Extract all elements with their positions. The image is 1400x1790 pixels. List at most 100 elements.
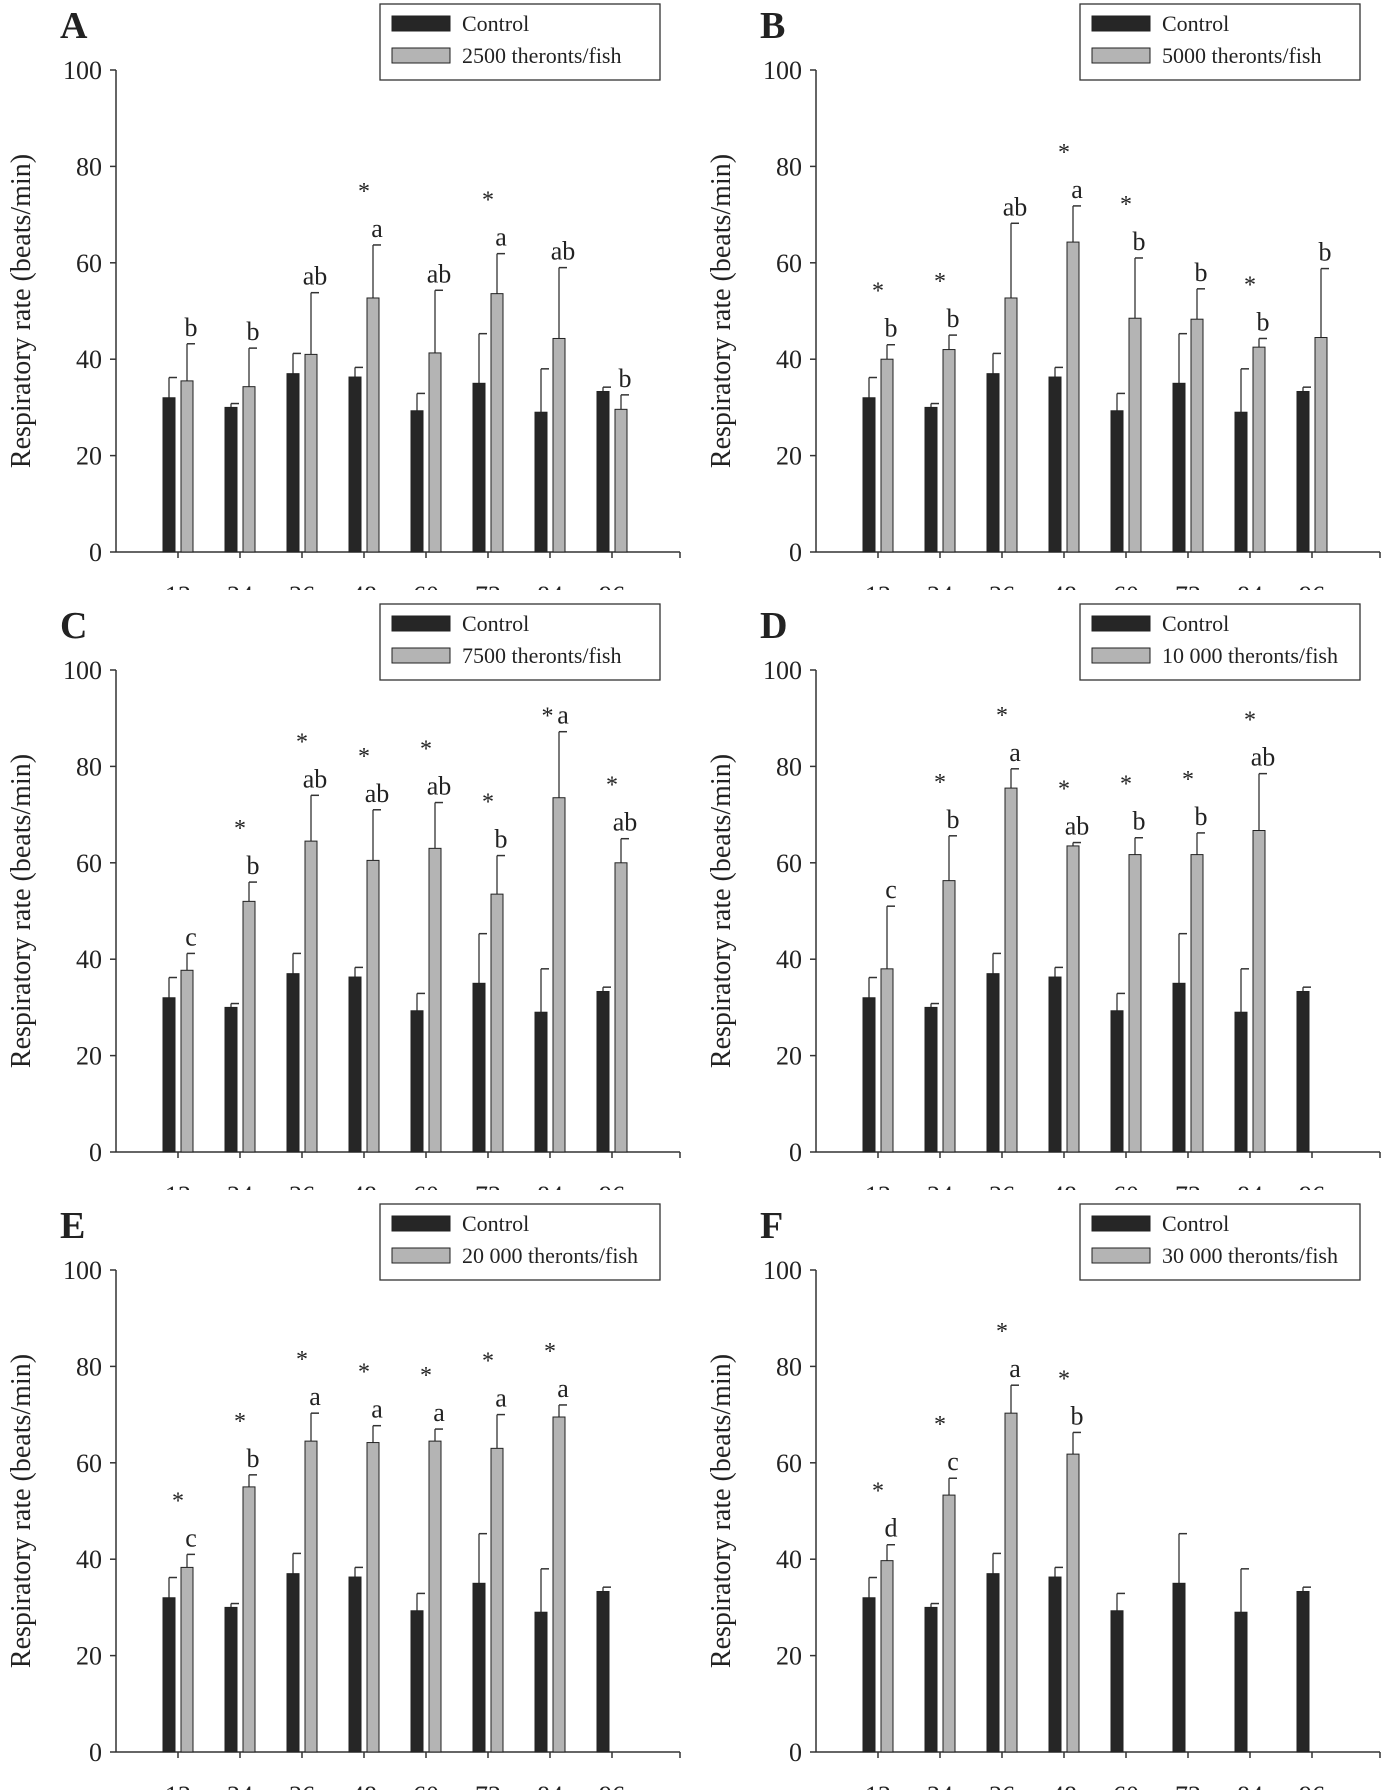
x-tick-label: 24 (927, 1781, 953, 1790)
significance-letter: a (495, 1384, 507, 1413)
significance-star: * (1244, 272, 1256, 298)
legend-swatch (1091, 1215, 1151, 1232)
bar-control (472, 1582, 486, 1753)
significance-letter: a (1009, 1354, 1021, 1383)
bar-infected (552, 1416, 566, 1753)
bar-control (1110, 1610, 1124, 1753)
y-tick-label: 40 (776, 1545, 802, 1574)
bar-control (410, 1610, 424, 1753)
significance-letter: d (885, 1514, 898, 1543)
y-tick-label: 20 (76, 1642, 102, 1671)
bar-infected (942, 349, 956, 553)
y-tick-label: 100 (63, 656, 102, 685)
x-tick-label: 96 (599, 1181, 625, 1190)
y-tick-label: 20 (776, 1042, 802, 1071)
legend: Control 7500 theronts/fish (379, 603, 661, 681)
legend-label: Control (462, 1211, 529, 1236)
x-tick-label: 48 (351, 1781, 377, 1790)
significance-star: * (296, 729, 308, 755)
legend: Control 20 000 theronts/fish (379, 1203, 661, 1281)
y-axis-label: Respiratory rate (beats/min) (706, 154, 737, 468)
legend-label: 2500 theronts/fish (462, 43, 622, 68)
y-tick-label: 40 (76, 945, 102, 974)
bar-control (224, 1006, 238, 1153)
bar-control (1234, 1011, 1248, 1153)
legend-label: 30 000 theronts/fish (1162, 1243, 1338, 1268)
significance-letter: ab (1003, 192, 1028, 221)
significance-star: * (1244, 708, 1256, 734)
y-tick-label: 80 (76, 152, 102, 181)
x-tick-label: 36 (289, 1181, 315, 1190)
x-tick-label: 96 (599, 581, 625, 590)
chart-panel-f: F0204060801001224364860728496Time post i… (700, 1200, 1400, 1790)
x-tick-label: 60 (413, 1781, 439, 1790)
bar-control (924, 1006, 938, 1153)
y-axis-label: Respiratory rate (beats/min) (6, 154, 37, 468)
bar-infected (304, 840, 318, 1153)
bar-infected (180, 969, 194, 1153)
chart-svg: D0204060801001224364860728496Time post i… (706, 603, 1381, 1190)
significance-letter: b (1133, 807, 1146, 836)
legend-swatch (391, 1215, 451, 1232)
panel-label: F (760, 1205, 783, 1247)
significance-star: * (482, 1349, 494, 1375)
significance-letter: b (247, 317, 260, 346)
significance-star: * (358, 744, 370, 770)
significance-letter: ab (303, 764, 328, 793)
significance-star: * (482, 790, 494, 816)
legend: Control 5000 theronts/fish (1079, 3, 1361, 81)
significance-star: * (934, 770, 946, 796)
legend-swatch (391, 1247, 451, 1264)
y-tick-label: 0 (89, 1138, 102, 1167)
bar-control (286, 1573, 300, 1753)
bar-control (162, 397, 176, 553)
chart-svg: B0204060801001224364860728496Time post i… (706, 3, 1381, 590)
y-tick-label: 80 (76, 752, 102, 781)
bar-infected (1066, 241, 1080, 553)
bar-control (224, 1606, 238, 1753)
bar-control (1296, 990, 1310, 1153)
bar-control (286, 973, 300, 1153)
bar-control (224, 406, 238, 553)
legend-swatch (391, 47, 451, 64)
y-tick-label: 20 (776, 1642, 802, 1671)
significance-letter: a (433, 1398, 445, 1427)
bar-infected (1128, 854, 1142, 1153)
x-tick-label: 72 (475, 1181, 501, 1190)
y-tick-label: 60 (776, 849, 802, 878)
bar-infected (1252, 830, 1266, 1153)
x-tick-label: 96 (1299, 581, 1325, 590)
significance-star: * (420, 737, 432, 763)
legend-label: 20 000 theronts/fish (462, 1243, 638, 1268)
bar-infected (1004, 787, 1018, 1153)
significance-letter: b (1195, 258, 1208, 287)
x-tick-label: 24 (927, 581, 953, 590)
y-axis-label: Respiratory rate (beats/min) (706, 1354, 737, 1668)
x-tick-label: 96 (1299, 1181, 1325, 1190)
x-tick-label: 24 (227, 581, 253, 590)
chart-svg: F0204060801001224364860728496Time post i… (706, 1203, 1381, 1790)
significance-star: * (872, 279, 884, 305)
significance-star: * (872, 1479, 884, 1505)
x-tick-label: 60 (413, 1181, 439, 1190)
significance-star: * (1182, 767, 1194, 793)
chart-panel-b: B0204060801001224364860728496Time post i… (700, 0, 1400, 590)
significance-letter: a (309, 1382, 321, 1411)
x-tick-label: 48 (1051, 1181, 1077, 1190)
panel-label: E (60, 1205, 85, 1247)
y-tick-label: 80 (776, 152, 802, 181)
y-axis-label: Respiratory rate (beats/min) (6, 1354, 37, 1668)
significance-star: * (1058, 140, 1070, 166)
bar-control (596, 990, 610, 1153)
legend-swatch (1091, 615, 1151, 632)
bar-control (1048, 976, 1062, 1153)
bar-control (1172, 1582, 1186, 1753)
x-tick-label: 96 (599, 1781, 625, 1790)
legend-label: Control (462, 611, 529, 636)
bar-control (410, 410, 424, 553)
legend-label: Control (462, 11, 529, 36)
bar-infected (490, 1447, 504, 1753)
legend-swatch (1091, 1247, 1151, 1264)
x-tick-label: 36 (289, 581, 315, 590)
significance-letter: b (1257, 307, 1270, 336)
